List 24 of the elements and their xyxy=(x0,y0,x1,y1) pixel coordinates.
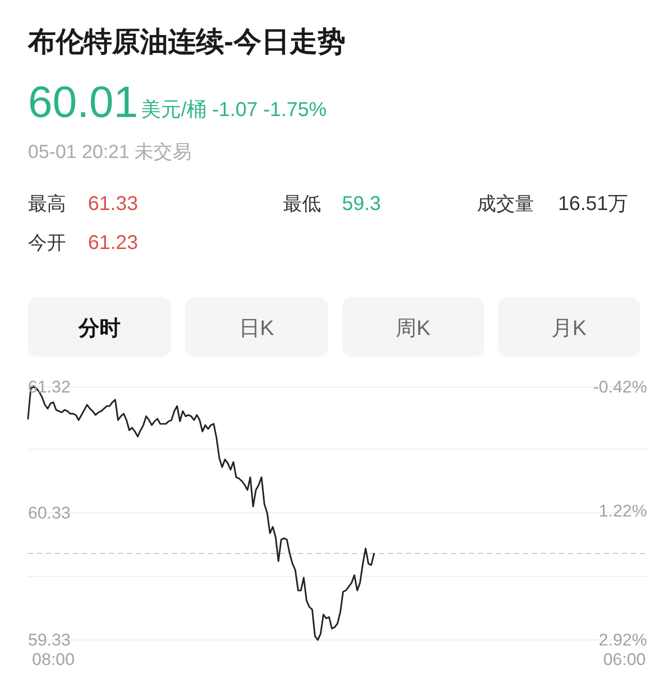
chart-title: 布伦特原油连续-今日走势 xyxy=(27,26,346,57)
y-tick-label: 59.33 xyxy=(28,630,71,650)
text: 美元/桶 -1.07 -1.75% xyxy=(141,98,327,121)
y2-tick-label: -0.42% xyxy=(593,378,647,396)
text: 61.33 xyxy=(88,193,138,215)
y2-tick-label: 1.22% xyxy=(598,502,647,521)
text: 分时 xyxy=(78,317,120,340)
y-tick-label: 60.33 xyxy=(28,503,71,522)
text: 成交量 xyxy=(477,193,534,215)
text: 今开 xyxy=(28,233,66,254)
text: 60.01 xyxy=(28,78,138,127)
text: 61.23 xyxy=(88,232,138,254)
x-tick-label: 08:00 xyxy=(32,650,75,669)
text: 周K xyxy=(395,317,431,340)
text: 最低 xyxy=(283,194,321,215)
text: 最高 xyxy=(28,193,66,215)
text: 05-01 20:21 未交易 xyxy=(28,141,192,163)
text: 月K xyxy=(551,317,587,340)
y2-tick-label: 2.92% xyxy=(598,630,647,650)
text: 16.51万 xyxy=(558,193,628,215)
y-tick-label: 61.32 xyxy=(28,378,71,396)
text: 59.3 xyxy=(342,193,381,215)
text: 日K xyxy=(238,317,274,340)
x-tick-label: 06:00 xyxy=(603,650,646,669)
